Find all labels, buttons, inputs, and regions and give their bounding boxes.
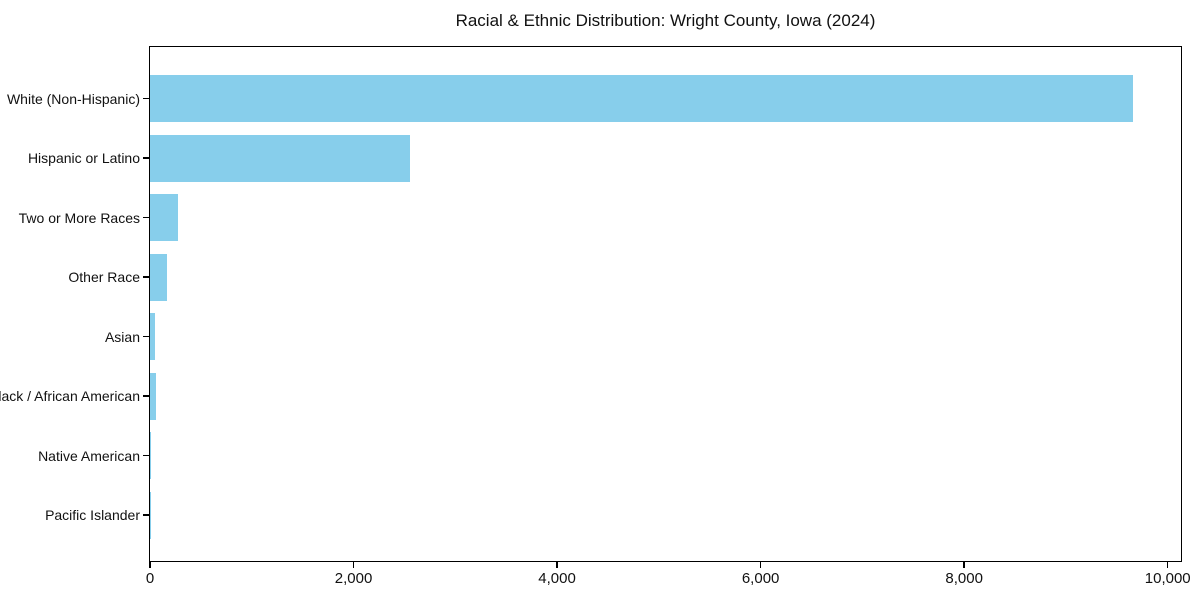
x-axis-tick bbox=[759, 561, 762, 568]
y-tick-label: Pacific Islander bbox=[45, 507, 140, 523]
y-axis-tick bbox=[143, 454, 150, 457]
y-axis-tick bbox=[143, 514, 150, 516]
x-tick-label: 6,000 bbox=[741, 570, 780, 587]
bar bbox=[150, 75, 1134, 122]
y-axis-tick bbox=[143, 276, 150, 278]
y-axis-tick bbox=[143, 97, 150, 100]
bar bbox=[150, 134, 410, 182]
y-axis-tick bbox=[143, 216, 150, 219]
x-axis-tick bbox=[963, 561, 965, 568]
y-tick-label: Two or More Races bbox=[18, 209, 140, 226]
y-tick-label: White (Non-Hispanic) bbox=[6, 90, 140, 107]
y-tick-label: Black / African American bbox=[0, 388, 140, 404]
x-axis-tick bbox=[556, 561, 558, 568]
x-axis-tick bbox=[1166, 561, 1169, 568]
bar bbox=[150, 194, 179, 241]
bar bbox=[150, 313, 156, 360]
x-tick-label: 4,000 bbox=[538, 570, 576, 587]
chart-title: Racial & Ethnic Distribution: Wright Cou… bbox=[455, 11, 876, 30]
plot-area: White (Non-Hispanic) Hispanic or Latino Tw… bbox=[0, 46, 1191, 587]
bar bbox=[150, 491, 151, 539]
y-axis-tick bbox=[143, 157, 150, 159]
x-axis-tick bbox=[149, 561, 151, 568]
y-tick-label: Native American bbox=[38, 447, 140, 464]
x-tick-label: 10,000 bbox=[1144, 570, 1191, 587]
y-axis-tick bbox=[143, 395, 150, 397]
x-tick-label: 2,000 bbox=[334, 570, 373, 587]
y-axis-tick bbox=[143, 335, 150, 338]
y-tick-label: Asian bbox=[104, 328, 140, 345]
bar bbox=[150, 432, 152, 479]
x-axis-tick bbox=[352, 561, 355, 568]
y-tick-label: Other Race bbox=[68, 269, 140, 285]
bar bbox=[150, 253, 168, 301]
y-tick-label: Hispanic or Latino bbox=[27, 150, 140, 166]
bar bbox=[150, 372, 157, 420]
x-tick-label: 0 bbox=[145, 570, 155, 587]
x-tick-label: 8,000 bbox=[945, 570, 983, 587]
